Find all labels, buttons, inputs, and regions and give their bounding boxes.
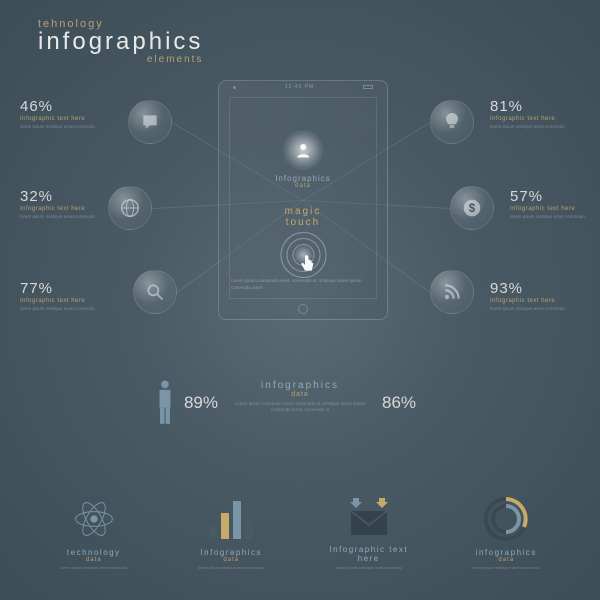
stat-desc: lorem ipsum sristique amet commodo [20,214,115,220]
bottom-mail: Infographic text here lorem ipsum sristiq… [319,491,419,570]
dollar-bubble: $ [450,186,494,230]
rss-bubble [430,270,474,314]
stat-desc: lorem ipsum sristique amet commodo [20,124,115,130]
bottom-desc: lorem ipsum sristique amet commodo [181,565,281,570]
bottom-sub: data [44,557,144,563]
stat-pct: 93% [490,280,585,297]
header-title: infographics [38,28,203,56]
power-icon [298,304,308,314]
arc-icon [456,494,556,544]
stat-sub: Infographic text here [20,298,115,304]
stat-block: 93%Infographic text here lorem ipsum sris… [490,280,585,312]
stat-desc: lorem ipsum sristique amet commodo [510,214,600,220]
bottom-row: technologydatalorem ipsum sristique amet… [0,491,600,570]
battery-icon [363,85,373,89]
bottom-desc: lorem ipsum sristique amet commodo [319,565,419,570]
touch-icon [280,232,326,278]
search-bubble [133,270,177,314]
bottom-sub: data [456,557,556,563]
atom-icon [44,494,144,544]
bottom-title: Infographic text here [319,545,419,563]
stat-pct: 46% [20,98,115,115]
stat-desc: lorem ipsum sristique amet commodo [20,306,115,312]
stat-block: 77%Infographic text here lorem ipsum sris… [20,280,115,312]
svg-text:$: $ [469,202,476,215]
stat-sub: Infographic text here [510,206,600,212]
stat-sub: Infographic text here [20,206,115,212]
bottom-sub: data [181,557,281,563]
tablet-time: 12:45 PM [285,84,314,90]
gender-sub: data [230,391,370,398]
stat-block: 81%Infographic text here lorem ipsum sris… [490,98,585,130]
stat-block: 46%Infographic text here lorem ipsum sris… [20,98,115,130]
bottom-arc: infographicsdata lorem ipsum sristique am… [456,494,556,570]
header: tehnology infographics elements [38,18,203,65]
gender-title: infographics [230,380,370,391]
bulb-bubble [430,100,474,144]
bottom-title: technology [44,548,144,557]
tablet-device: 12:45 PM Infographics data magic touch L… [218,80,388,320]
gender-stats: 89% infographics data Lorem ipsum commod… [0,380,600,426]
tablet-info-label: Infographics [275,174,331,183]
female-pct: 86% [382,393,416,413]
bar-chart [209,499,253,539]
bottom-title: infographics [456,548,556,557]
stat-desc: lorem ipsum sristique amet commodo [490,306,585,312]
magic-touch-label: magic touch [267,206,340,228]
bottom-atom: technologydata lorem ipsum sristique amet… [44,494,144,570]
mail-icon [319,491,419,541]
gender-desc: Lorem ipsum commodo amet, commodo ut, sr… [230,401,370,413]
bars-icon [181,494,281,544]
bottom-bars: Infographicsdata lorem ipsum sristique am… [181,494,281,570]
stat-pct: 57% [510,188,600,205]
tablet-screen: Infographics data magic touch [229,97,377,299]
chat-bubble [128,100,172,144]
stat-sub: Infographic text here [20,116,115,122]
tablet-info-sub: data [275,183,331,189]
bottom-title: Infographics [181,548,281,557]
tablet-desc: Lorem ipsum commodo amet, commodo ut, sr… [231,278,375,291]
stat-pct: 32% [20,188,115,205]
bottom-desc: lorem ipsum sristique amet commodo [44,565,144,570]
stat-pct: 77% [20,280,115,297]
bottom-desc: lorem ipsum sristique amet commodo [456,565,556,570]
female-icon [424,380,446,426]
user-icon [283,130,323,170]
stat-block: 32%Infographic text here lorem ipsum sris… [20,188,115,220]
male-pct: 89% [184,393,218,413]
stat-block: 57%Infographic text here lorem ipsum sris… [510,188,600,220]
male-icon [154,380,176,426]
stat-sub: Infographic text here [490,298,585,304]
camera-dot [233,86,236,89]
stat-desc: lorem ipsum sristique amet commodo [490,124,585,130]
stat-pct: 81% [490,98,585,115]
stat-sub: Infographic text here [490,116,585,122]
